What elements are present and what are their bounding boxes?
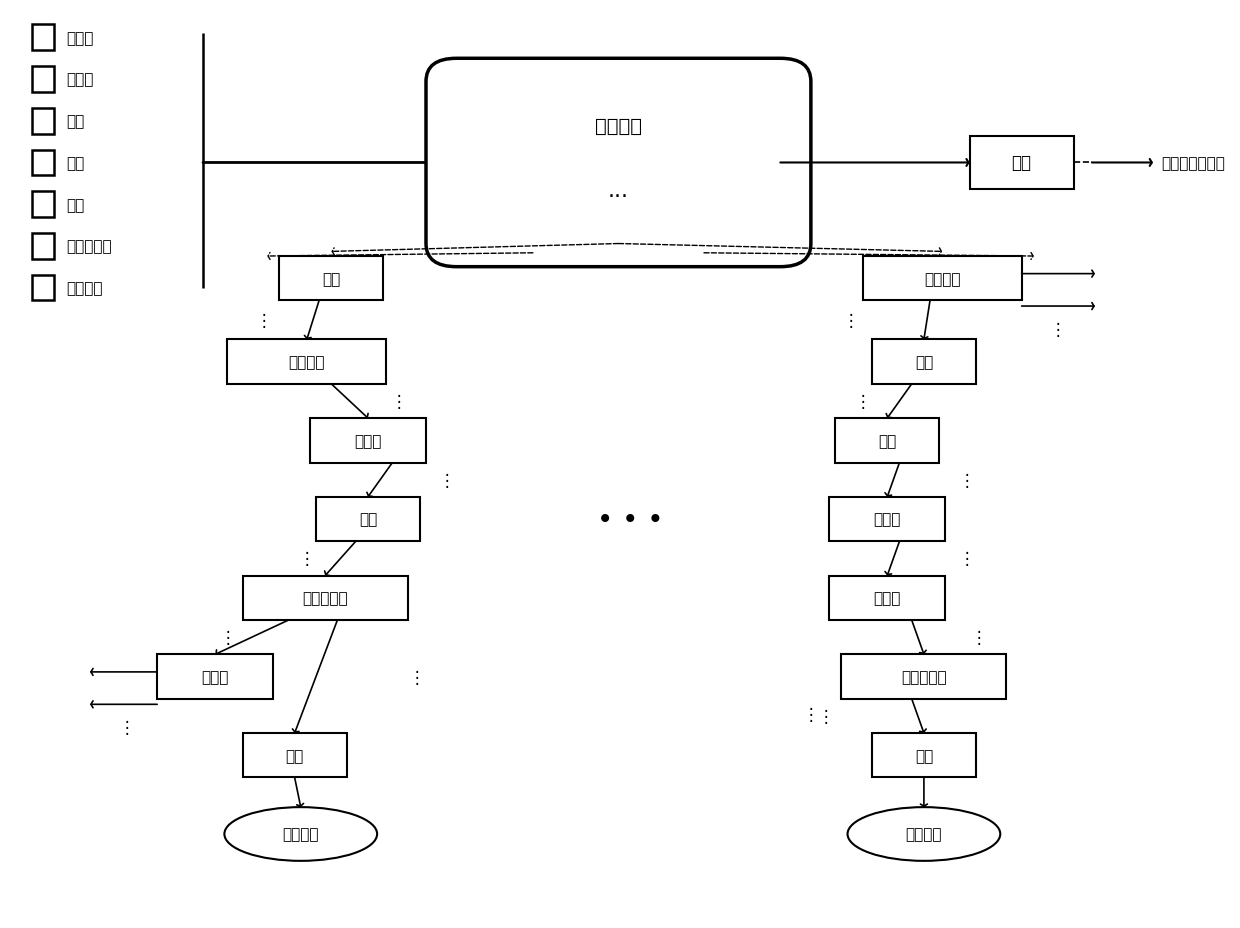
Text: 小时: 小时 bbox=[915, 354, 932, 369]
Text: ⋮: ⋮ bbox=[1050, 321, 1066, 339]
Text: ⋮: ⋮ bbox=[854, 393, 872, 410]
Text: 目的地: 目的地 bbox=[873, 590, 901, 606]
Text: 是否节假日: 是否节假日 bbox=[303, 590, 348, 606]
FancyBboxPatch shape bbox=[316, 497, 420, 542]
FancyBboxPatch shape bbox=[32, 150, 53, 176]
Text: 周几: 周几 bbox=[878, 433, 897, 448]
FancyBboxPatch shape bbox=[243, 576, 408, 620]
Text: 行程距离: 行程距离 bbox=[289, 354, 325, 369]
Ellipse shape bbox=[224, 807, 377, 861]
Text: ⋮: ⋮ bbox=[118, 718, 135, 737]
Text: 行程距离: 行程距离 bbox=[66, 280, 103, 296]
Text: ⋮: ⋮ bbox=[408, 668, 425, 686]
Text: 周几: 周几 bbox=[358, 512, 377, 527]
FancyBboxPatch shape bbox=[830, 576, 945, 620]
Text: ⋮: ⋮ bbox=[439, 471, 455, 489]
Text: ⋮: ⋮ bbox=[842, 312, 859, 329]
FancyBboxPatch shape bbox=[863, 257, 1022, 302]
Text: 目的地: 目的地 bbox=[202, 669, 229, 684]
Text: ⋮: ⋮ bbox=[219, 628, 236, 647]
Text: ...: ... bbox=[608, 181, 629, 201]
FancyBboxPatch shape bbox=[830, 497, 945, 542]
Text: 随机森林: 随机森林 bbox=[595, 117, 642, 135]
Text: 出发点: 出发点 bbox=[355, 433, 382, 448]
Text: 小时: 小时 bbox=[322, 272, 341, 287]
Text: • • •: • • • bbox=[598, 506, 663, 534]
Text: ⋮: ⋮ bbox=[299, 550, 315, 568]
FancyBboxPatch shape bbox=[32, 67, 53, 93]
FancyBboxPatch shape bbox=[279, 257, 383, 302]
Text: 聚合: 聚合 bbox=[1012, 154, 1032, 173]
FancyBboxPatch shape bbox=[970, 136, 1074, 190]
FancyBboxPatch shape bbox=[32, 276, 53, 302]
FancyBboxPatch shape bbox=[32, 109, 53, 135]
FancyBboxPatch shape bbox=[32, 234, 53, 260]
Text: 行程时间: 行程时间 bbox=[905, 827, 942, 842]
FancyBboxPatch shape bbox=[836, 419, 939, 463]
FancyBboxPatch shape bbox=[310, 419, 427, 463]
Text: ⋮: ⋮ bbox=[971, 628, 987, 647]
FancyBboxPatch shape bbox=[842, 654, 1007, 699]
Text: 分钟: 分钟 bbox=[285, 748, 304, 763]
Text: 是否节假日: 是否节假日 bbox=[901, 669, 946, 684]
FancyBboxPatch shape bbox=[427, 59, 811, 267]
FancyBboxPatch shape bbox=[157, 654, 273, 699]
Text: ⋮: ⋮ bbox=[802, 705, 820, 723]
Text: 出发点: 出发点 bbox=[873, 512, 901, 527]
Text: 行程时间: 行程时间 bbox=[283, 827, 319, 842]
Text: 预测的行程时间: 预测的行程时间 bbox=[1162, 156, 1225, 171]
Text: ⋮: ⋮ bbox=[255, 312, 273, 329]
FancyBboxPatch shape bbox=[243, 733, 346, 778]
Text: ⋮: ⋮ bbox=[959, 550, 975, 568]
FancyBboxPatch shape bbox=[32, 192, 53, 218]
Text: 出发点: 出发点 bbox=[66, 31, 93, 45]
Text: 是否节假日: 是否节假日 bbox=[66, 239, 112, 254]
Text: 小时: 小时 bbox=[66, 156, 84, 171]
Text: ⋮: ⋮ bbox=[818, 707, 835, 725]
Text: ⋮: ⋮ bbox=[391, 393, 407, 410]
Text: 分钟: 分钟 bbox=[915, 748, 932, 763]
Text: 分钟: 分钟 bbox=[66, 198, 84, 213]
Text: 周几: 周几 bbox=[66, 114, 84, 129]
Text: 目的地: 目的地 bbox=[66, 72, 93, 87]
FancyBboxPatch shape bbox=[227, 340, 387, 384]
FancyBboxPatch shape bbox=[872, 733, 976, 778]
Ellipse shape bbox=[847, 807, 1001, 861]
FancyBboxPatch shape bbox=[32, 25, 53, 51]
Text: ⋮: ⋮ bbox=[959, 471, 975, 489]
FancyBboxPatch shape bbox=[872, 340, 976, 384]
Text: 行程距离: 行程距离 bbox=[924, 272, 961, 287]
